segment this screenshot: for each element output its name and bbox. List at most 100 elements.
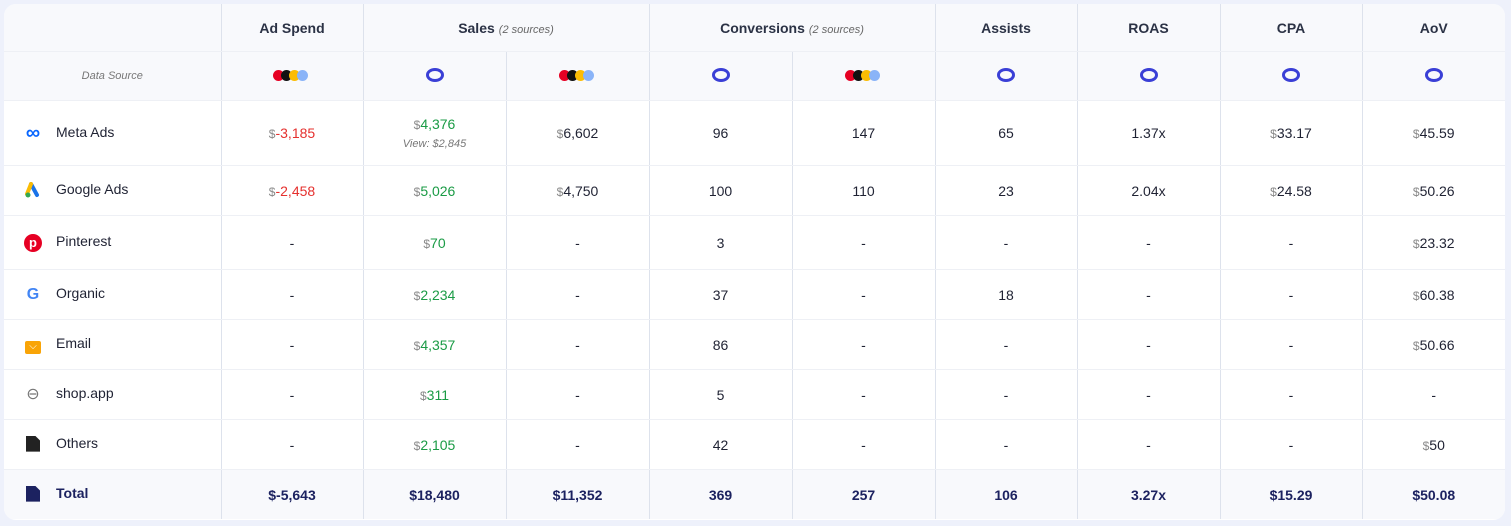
total-label: Total (56, 485, 89, 502)
triple-whale-icon (425, 67, 444, 85)
currency-symbol: $ (1412, 127, 1420, 141)
metric-value: -3,185 (275, 125, 316, 141)
currency-symbol: $ (1422, 438, 1430, 453)
metric-value: - (1288, 234, 1294, 251)
table-row[interactable]: ⊖ shop.app - $311 - 5 - - - - - (4, 369, 1505, 420)
table-row[interactable]: p Pinterest - $70 - 3 - - - - $23.32 (4, 215, 1505, 270)
triple-whale-icon (1282, 67, 1300, 85)
total-value: 106 (934, 469, 1077, 519)
metric-cell: $2,105 (362, 419, 506, 470)
metric-value: - (575, 286, 580, 303)
metric-cell: - (220, 419, 363, 470)
channel-name: Meta Ads (56, 123, 115, 140)
metric-cell: 110 (791, 165, 935, 216)
column-header-sales[interactable]: Sales (2 sources) (362, 4, 649, 52)
metric-value: - (1003, 436, 1009, 453)
metric-cell: - (1076, 319, 1220, 370)
metric-value: 5 (716, 386, 725, 403)
channel-cell: ∞ Meta Ads (4, 100, 221, 166)
currency-symbol: $ (413, 118, 421, 132)
column-header-cpa[interactable]: CPA (1219, 4, 1362, 52)
triple-whale-icon (997, 67, 1015, 85)
currency-symbol: $ (268, 184, 276, 199)
metric-value: 2,234 (420, 286, 456, 303)
metric-cell: $45.59 (1361, 100, 1505, 166)
source-cell (220, 51, 363, 101)
metric-value: - (1288, 386, 1294, 403)
header-blank (4, 4, 221, 52)
metric-value: 6,602 (563, 125, 599, 141)
metric-value: 50 (1429, 436, 1445, 453)
metric-cell: $-2,458 (220, 165, 363, 216)
column-header-assists[interactable]: Assists (934, 4, 1077, 52)
total-value: 257 (791, 469, 935, 519)
table-row[interactable]: ⌵ Email - $4,357 - 86 - - - - $50.66 (4, 319, 1505, 370)
metric-value: 4,376 (420, 116, 456, 132)
channel-name: Pinterest (56, 233, 112, 250)
currency-symbol: $ (1412, 338, 1420, 353)
metric-value: 23.32 (1419, 234, 1455, 251)
metric-value: - (575, 386, 580, 403)
column-header-ad-spend[interactable]: Ad Spend (220, 4, 363, 52)
metric-value: - (861, 436, 866, 453)
currency-symbol: $ (423, 236, 431, 251)
metric-cell: 100 (648, 165, 792, 216)
header-row: Ad Spend Sales (2 sources) Conversions (2 so… (4, 4, 1505, 52)
metric-value: - (1003, 336, 1009, 353)
metric-value: 42 (712, 436, 729, 453)
column-title: CPA (1276, 19, 1306, 36)
metric-value: 86 (712, 336, 729, 353)
column-header-conversions[interactable]: Conversions (2 sources) (648, 4, 935, 52)
metric-cell: - (791, 369, 935, 420)
metric-cell: - (1219, 269, 1362, 320)
table-row[interactable]: G Organic - $2,234 - 37 - 18 - - $60.38 (4, 269, 1505, 320)
table-row[interactable]: Google Ads $-2,458 $5,026 $4,750 100 110 23 2.0… (4, 165, 1505, 216)
metric-cell: - (1219, 319, 1362, 370)
metric-cell: - (934, 215, 1077, 270)
metric-cell: 2.04x (1076, 165, 1220, 216)
channel-name: Email (56, 335, 92, 352)
metric-cell: 37 (648, 269, 792, 320)
total-row: Total $-5,643 $18,480 $11,352 369 257 106 3.27x… (4, 469, 1505, 519)
metric-cell: - (505, 369, 649, 420)
metric-cell: $4,357 (362, 319, 506, 370)
metric-value: - (575, 234, 580, 251)
source-cell (648, 51, 792, 101)
column-title: ROAS (1128, 19, 1169, 36)
metric-cell: $4,376 View: $2,845 (362, 100, 506, 166)
table-row[interactable]: ∞ Meta Ads $-3,185 $4,376 View: $2,845 $6,602… (4, 100, 1505, 166)
column-title: Sales (458, 19, 495, 36)
metric-value: 50.66 (1419, 336, 1455, 353)
currency-symbol: $ (268, 127, 276, 141)
channel-cell: ⌵ Email (4, 319, 221, 370)
metric-cell: 18 (934, 269, 1077, 320)
column-title: Ad Spend (259, 19, 325, 36)
source-cell (1076, 51, 1220, 101)
metric-value: 311 (426, 386, 449, 403)
multi-platform-icon (273, 68, 308, 84)
channel-name: Organic (56, 285, 106, 302)
metric-cell: - (220, 269, 363, 320)
document-icon (24, 435, 42, 454)
column-subtitle: (2 sources) (808, 23, 864, 36)
metric-cell: - (505, 215, 649, 270)
metric-value: - (575, 436, 580, 453)
metric-value: - (1146, 234, 1151, 251)
metric-value: - (289, 386, 295, 403)
metric-cell: - (934, 369, 1077, 420)
metric-cell: 3 (648, 215, 792, 270)
view-value: View: $2,845 (402, 138, 467, 150)
column-title: Assists (981, 19, 1031, 36)
metric-value: 23 (998, 182, 1014, 199)
google-ads-icon (24, 181, 42, 200)
total-value: $-5,643 (220, 469, 363, 519)
table-row[interactable]: Others - $2,105 - 42 - - - - $50 (4, 419, 1505, 470)
metric-cell: - (791, 215, 935, 270)
metric-cell: $24.58 (1219, 165, 1362, 216)
column-header-roas[interactable]: ROAS (1076, 4, 1220, 52)
column-header-aov[interactable]: AoV (1361, 4, 1505, 52)
metric-cell: $311 (362, 369, 506, 420)
metric-value: 100 (708, 182, 733, 199)
metric-value: 4,357 (420, 336, 456, 353)
metric-value: - (1003, 386, 1009, 403)
